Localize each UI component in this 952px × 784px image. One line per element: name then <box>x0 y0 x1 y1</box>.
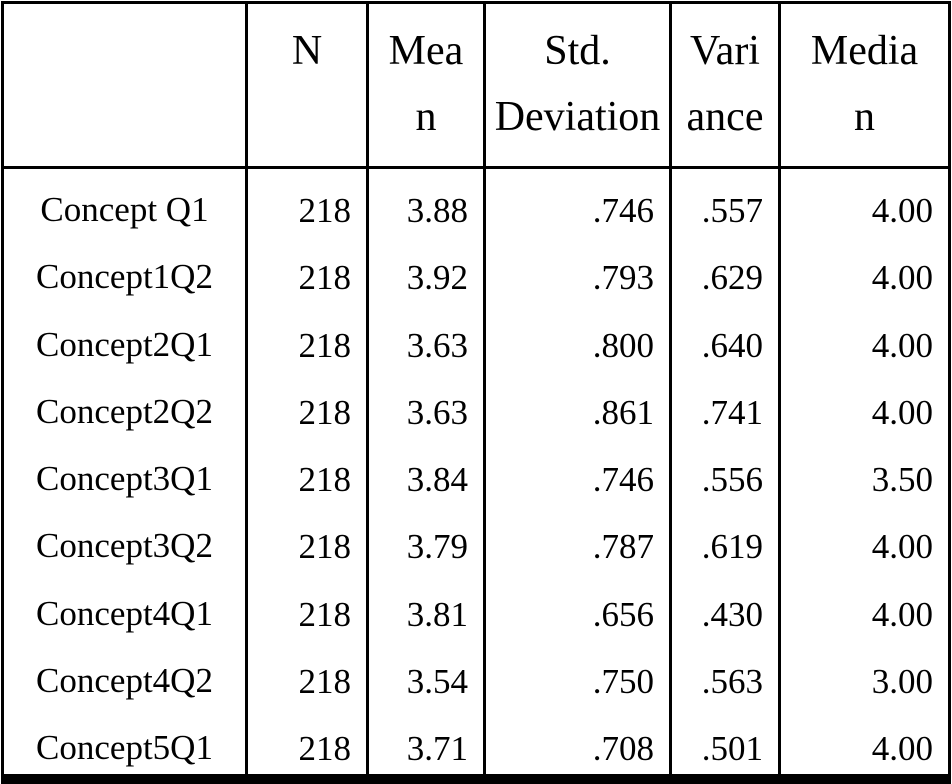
median-cell: 4.00 <box>871 728 933 768</box>
median-cell: 4.00 <box>871 392 933 432</box>
median-cell: 4.00 <box>871 258 933 298</box>
row-label-cell: Concept Q1 <box>4 169 248 237</box>
n-value-cell: 218 <box>248 370 369 438</box>
median-cell: 3.50 <box>871 460 933 500</box>
row-label-cell: Concept2Q1 <box>4 303 248 371</box>
variance-cell: .640 <box>672 303 781 371</box>
n-value-cell: 218 <box>248 169 369 237</box>
row-label-cell: Concept4Q1 <box>4 572 248 640</box>
n-value-cell: 218 <box>248 706 369 774</box>
header-cell-blank <box>4 4 248 169</box>
n-value-cell: 218 <box>248 572 369 640</box>
row-label-cell: Concept5Q1 <box>4 706 248 774</box>
header-cell-variance: Vari ance <box>672 4 781 169</box>
n-value-cell: 218 <box>248 303 369 371</box>
row-label-cell: Concept3Q2 <box>4 505 248 573</box>
header-cell-n: N <box>248 4 369 169</box>
std-deviation-cell: .708 <box>486 706 672 774</box>
std-deviation-cell: .746 <box>486 169 672 237</box>
mean-value-cell: 3.63 <box>369 303 486 371</box>
row-label-cell: Concept1Q2 <box>4 236 248 304</box>
header-cell-median: Media n <box>781 4 948 169</box>
median-cell: 4.00 <box>871 191 933 231</box>
mean-value-cell: 3.92 <box>369 236 486 304</box>
std-deviation-cell: .861 <box>486 370 672 438</box>
variance-cell: .629 <box>672 236 781 304</box>
std-deviation-cell: .800 <box>486 303 672 371</box>
n-value-cell: 218 <box>248 639 369 707</box>
header-cell-std-deviation: Std. Deviation <box>486 4 672 169</box>
mean-value-cell: 3.88 <box>369 169 486 237</box>
row-label-cell: Concept4Q2 <box>4 639 248 707</box>
n-value-cell: 218 <box>248 236 369 304</box>
n-value-cell: 218 <box>248 437 369 506</box>
median-cell: 3.00 <box>871 661 933 701</box>
header-cell-mean: Mea n <box>369 4 486 169</box>
std-deviation-cell: .656 <box>486 572 672 640</box>
variance-cell: .501 <box>672 706 781 774</box>
mean-value-cell: 3.81 <box>369 572 486 640</box>
row-label-cell: Concept3Q1 <box>4 437 248 506</box>
mean-value-cell: 3.84 <box>369 437 486 506</box>
std-deviation-cell: .746 <box>486 437 672 506</box>
mean-value-cell: 3.71 <box>369 706 486 774</box>
median-cell: 4.00 <box>871 325 933 365</box>
mean-value-cell: 3.63 <box>369 370 486 438</box>
variance-cell: .563 <box>672 639 781 707</box>
std-deviation-cell: .787 <box>486 505 672 573</box>
n-value-cell: 218 <box>248 505 369 573</box>
variance-cell: .430 <box>672 572 781 640</box>
std-deviation-cell: .793 <box>486 236 672 304</box>
row-label-cell: Concept2Q2 <box>4 370 248 438</box>
median-cell: 4.00 <box>871 594 933 634</box>
variance-cell: .741 <box>672 370 781 438</box>
mean-value-cell: 3.79 <box>369 505 486 573</box>
median-cell: 4.00 <box>871 527 933 567</box>
variance-cell: .556 <box>672 437 781 506</box>
variance-cell: .557 <box>672 169 781 237</box>
mean-value-cell: 3.54 <box>369 639 486 707</box>
std-deviation-cell: .750 <box>486 639 672 707</box>
variance-cell: .619 <box>672 505 781 573</box>
